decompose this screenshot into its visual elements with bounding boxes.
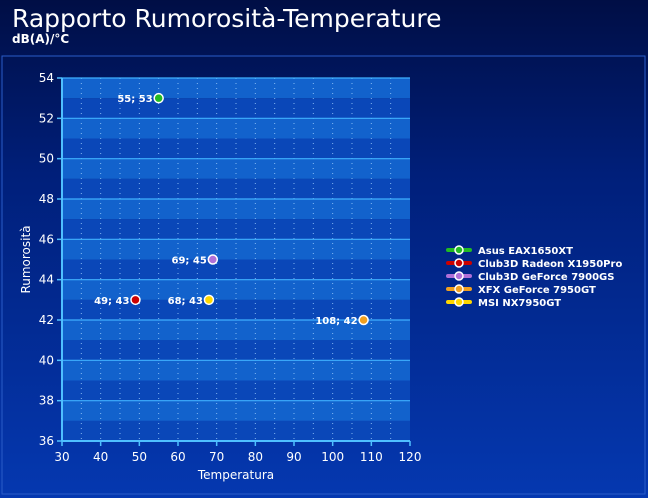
plot-band (62, 219, 410, 240)
chart-frame (1, 55, 646, 495)
x-tick-label: 30 (54, 450, 69, 464)
plot-band (62, 340, 410, 361)
x-tick-label: 50 (132, 450, 147, 464)
data-label: 55; 53 (117, 94, 152, 105)
plot-band (62, 299, 410, 320)
x-tick-label: 110 (360, 450, 383, 464)
y-tick-label: 42 (39, 313, 54, 327)
y-tick-label: 50 (39, 152, 54, 166)
data-point (358, 314, 369, 326)
data-point (207, 254, 219, 265)
x-tick-label: 100 (321, 450, 344, 464)
data-label: 68; 43 (168, 296, 203, 307)
legend-swatch-marker (454, 271, 464, 281)
data-point (203, 294, 215, 306)
x-tick-label: 90 (286, 450, 301, 464)
legend-swatch-marker (454, 245, 464, 255)
y-tick-label: 44 (39, 273, 54, 287)
plot-band (62, 380, 410, 401)
data-label: 108; 42 (315, 316, 357, 327)
x-tick-label: 80 (248, 450, 263, 464)
legend-entry-label: Club3D Radeon X1950Pro (478, 259, 622, 270)
legend-swatch-marker (454, 258, 464, 268)
plot-band (62, 279, 410, 300)
y-tick-label: 46 (39, 232, 54, 246)
plot-band (62, 360, 410, 381)
x-tick-label: 40 (93, 450, 108, 464)
plot-band (62, 239, 410, 260)
legend-entry-label: XFX GeForce 7950GT (478, 285, 596, 296)
y-tick-label: 38 (39, 394, 54, 408)
x-tick-label: 120 (399, 450, 422, 464)
data-label: 69; 45 (171, 256, 206, 267)
y-tick-label: 36 (39, 434, 54, 448)
y-tick-label: 54 (39, 71, 54, 85)
y-axis-title: Rumorosità (19, 225, 33, 293)
legend-entry-label: Asus EAX1650XT (478, 246, 573, 257)
legend-entry-label: MSI NX7950GT (478, 298, 561, 309)
x-tick-label: 70 (209, 450, 224, 464)
legend-swatch-marker (454, 284, 464, 294)
legend-entry-label: Club3D GeForce 7900GS (478, 272, 614, 283)
x-axis-title: Temperatura (197, 468, 274, 482)
legend-swatch-marker (454, 297, 464, 307)
data-point (153, 92, 164, 104)
chart-title: Rapporto Rumorosità-Temperature (12, 4, 442, 33)
y-tick-label: 52 (39, 111, 54, 125)
y-tick-label: 40 (39, 353, 54, 367)
data-point (130, 294, 141, 306)
chart-subtitle: dB(A)/°C (12, 32, 70, 46)
x-tick-label: 60 (170, 450, 185, 464)
plot-band (62, 199, 410, 220)
plot-band (62, 320, 410, 341)
plot-band (62, 259, 410, 280)
data-label: 49; 43 (94, 296, 129, 307)
y-tick-label: 48 (39, 192, 54, 206)
plot-band (62, 420, 410, 441)
plot-band (62, 400, 410, 421)
